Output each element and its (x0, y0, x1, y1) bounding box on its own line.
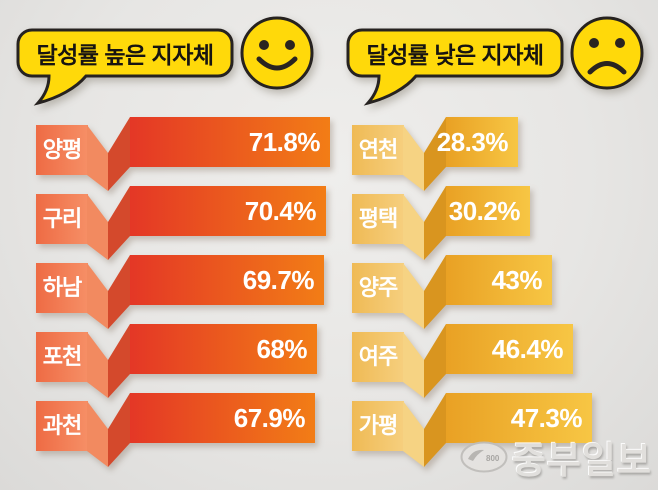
ribbon-fold-dark (424, 324, 446, 398)
bar-label: 평택 (358, 206, 398, 231)
ribbon-tab (352, 332, 404, 382)
ribbon-bar (130, 117, 330, 167)
ribbon-tab (352, 125, 404, 175)
ribbon-fold-light (403, 125, 424, 191)
happy-face-icon (240, 16, 314, 90)
sad-face-icon (570, 16, 644, 90)
header-low-achievers: 달성률 낮은 지자체 (338, 10, 658, 114)
ribbon-fold-light (403, 194, 424, 260)
bar-label: 양주 (358, 275, 398, 300)
ribbon-bar (130, 186, 326, 236)
ribbon-fold-dark (108, 324, 130, 398)
ribbon-bar (446, 324, 573, 374)
joongbu-ilbo-logo-icon: 800 (460, 441, 508, 473)
ribbon-bar (130, 255, 324, 305)
ribbon-high-하남: 하남 69.7% (36, 254, 326, 332)
ribbon-fold-light (87, 401, 108, 467)
bar-value: 68% (256, 334, 307, 364)
ribbon-low-가평: 가평 47.3% (352, 392, 594, 470)
bar-value: 47.3% (510, 403, 583, 433)
ribbon-fold-dark (424, 186, 446, 260)
ribbon-low-양주: 양주 43% (352, 254, 554, 332)
bar-label: 여주 (358, 344, 398, 369)
ribbon-low-여주: 여주 46.4% (352, 323, 575, 401)
ribbon-tab (352, 194, 404, 244)
bar-value: 71.8% (248, 127, 321, 157)
speech-bubble (346, 28, 564, 106)
ribbon-high-구리: 구리 70.4% (36, 185, 328, 263)
ribbon-tab (36, 125, 88, 175)
bar-label: 과천 (42, 413, 82, 438)
ribbon-bar (446, 186, 530, 236)
bar-value: 43% (491, 265, 542, 295)
ribbon-low-평택: 평택 30.2% (352, 185, 532, 263)
ribbon-fold-light (403, 401, 424, 467)
bar-value: 46.4% (491, 334, 564, 364)
watermark-text: 중부일보 (511, 440, 652, 481)
ribbon-fold-dark (108, 186, 130, 260)
ribbon-high-양평: 양평 71.8% (36, 116, 332, 194)
bar-value: 28.3% (436, 127, 509, 157)
ribbon-fold-dark (108, 255, 130, 329)
ribbon-fold-dark (108, 393, 130, 467)
header-title-low: 달성률 낮은 지자체 (366, 42, 544, 68)
header-high-achievers: 달성률 높은 지자체 (8, 10, 338, 114)
ribbon-bar (130, 324, 317, 374)
ribbon-fold-dark (108, 117, 130, 191)
ribbon-high-과천: 과천 67.9% (36, 392, 317, 470)
bar-label: 포천 (42, 344, 82, 369)
ribbon-fold-light (87, 125, 108, 191)
ribbon-bar (446, 255, 552, 305)
ribbon-fold-light (403, 332, 424, 398)
ribbon-tab (352, 263, 404, 313)
bar-label: 연천 (358, 137, 398, 162)
ribbon-fold-light (403, 263, 424, 329)
ribbon-tab (36, 194, 88, 244)
watermark: 800 중부일보 (459, 430, 652, 484)
bar-label: 양평 (42, 137, 82, 162)
ribbon-fold-dark (424, 117, 446, 191)
speech-bubble (16, 28, 234, 106)
header-title-high: 달성률 높은 지자체 (36, 42, 214, 68)
bar-value: 69.7% (242, 265, 315, 295)
ribbon-bar (446, 117, 518, 167)
ribbon-fold-light (87, 332, 108, 398)
bar-label: 구리 (42, 206, 82, 231)
ribbon-tab (36, 332, 88, 382)
bar-label: 가평 (358, 413, 398, 438)
ribbon-bar (446, 393, 592, 443)
ribbon-fold-dark (424, 255, 446, 329)
bar-value: 30.2% (448, 196, 521, 226)
ribbon-tab (352, 401, 404, 451)
bar-value: 67.9% (233, 403, 306, 433)
ribbon-tab (36, 263, 88, 313)
svg-text:800: 800 (486, 454, 500, 463)
ribbon-fold-light (87, 263, 108, 329)
ribbon-high-포천: 포천 68% (36, 323, 319, 401)
ribbon-fold-light (87, 194, 108, 260)
ribbon-fold-dark (424, 393, 446, 467)
ribbon-bar (130, 393, 315, 443)
bar-value: 70.4% (244, 196, 317, 226)
ribbon-tab (36, 401, 88, 451)
ribbon-low-연천: 연천 28.3% (352, 116, 520, 194)
bar-label: 하남 (42, 275, 82, 300)
